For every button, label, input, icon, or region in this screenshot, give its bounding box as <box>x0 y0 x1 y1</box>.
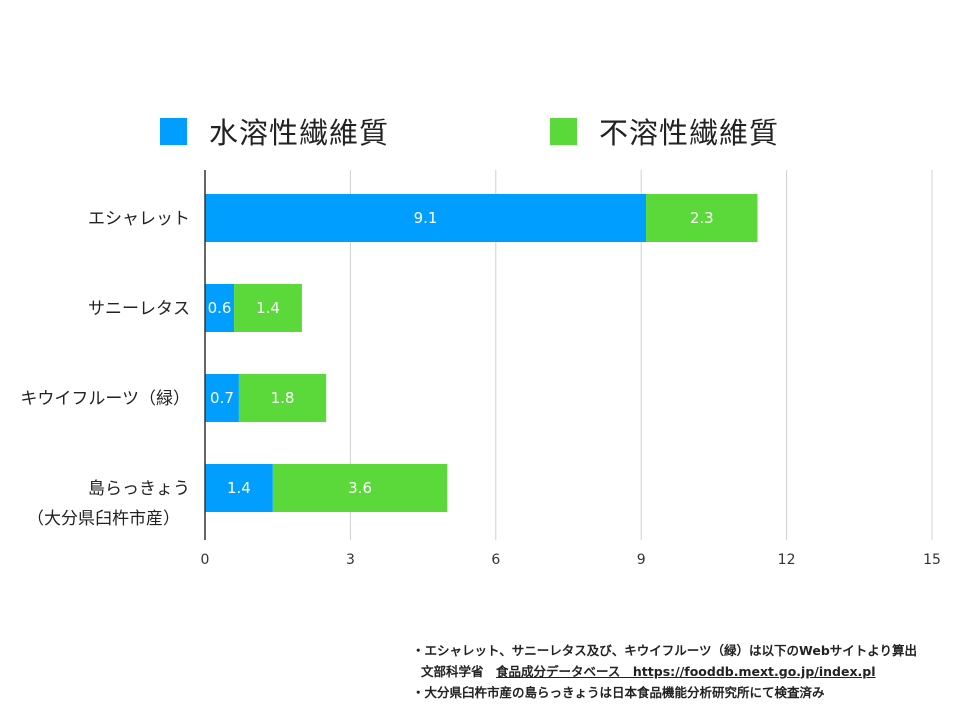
legend-swatch-soluble <box>160 117 187 145</box>
x-axis-ticks: 0 3 6 9 12 15 <box>201 552 941 568</box>
category-sublabel-3: （大分県臼杵市産） <box>27 509 180 529</box>
bar-1-series-0 <box>205 284 235 332</box>
database-link[interactable]: 食品成分データベース https://fooddb.mext.go.jp/ind… <box>496 664 876 679</box>
tick-label-9: 9 <box>637 552 646 568</box>
value-label-3-series-0: 1.4 <box>227 479 251 497</box>
bar-1-series-1 <box>234 284 302 332</box>
note-2: 文部科学省 食品成分データベース https://fooddb.mext.go.… <box>412 661 917 682</box>
note-2-prefix: 文部科学省 <box>421 664 497 679</box>
legend-label-insoluble: 不溶性繊維質 <box>599 116 780 150</box>
value-label-3-series-1: 3.6 <box>348 479 372 497</box>
bar-0-series-1 <box>646 194 758 242</box>
legend-swatch-insoluble <box>550 117 577 145</box>
tick-label-15: 15 <box>923 552 941 568</box>
bars: 9.1 2.3 0.6 1.4 0.7 1.8 1.4 3.6 <box>205 194 758 512</box>
note-3: ・大分県臼杵市産の島らっきょうは日本食品機能分析研究所にて検査済み <box>412 685 825 700</box>
value-label-2-series-1: 1.8 <box>271 389 295 407</box>
value-label-1-series-0: 0.6 <box>208 299 232 317</box>
category-label-2: キウイフルーツ（緑） <box>20 389 190 409</box>
legend: 水溶性繊維質 不溶性繊維質 <box>160 110 860 160</box>
tick-label-6: 6 <box>491 552 500 568</box>
value-label-2-series-0: 0.7 <box>210 389 234 407</box>
legend-label-soluble: 水溶性繊維質 <box>209 116 390 150</box>
category-label-0: エシャレット <box>88 209 190 229</box>
legend-item-soluble: 水溶性繊維質 <box>160 110 389 152</box>
bar-3-series-0 <box>205 464 273 512</box>
category-label-3: 島らっきょう <box>88 479 190 499</box>
note-1: ・エシャレット、サニーレタス及び、キウイフルーツ（緑）は以下のWebサイトより算… <box>412 643 918 658</box>
legend-item-insoluble: 不溶性繊維質 <box>550 110 779 152</box>
tick-label-3: 3 <box>346 552 355 568</box>
tick-label-0: 0 <box>201 552 210 568</box>
bar-2-series-0 <box>205 374 239 422</box>
value-label-0-series-0: 9.1 <box>414 209 438 227</box>
tick-label-12: 12 <box>778 552 796 568</box>
bar-2-series-1 <box>238 374 327 422</box>
source-notes: ・エシャレット、サニーレタス及び、キウイフルーツ（緑）は以下のWebサイトより算… <box>412 640 917 703</box>
bar-0-series-0 <box>205 194 647 242</box>
value-label-1-series-1: 1.4 <box>256 299 280 317</box>
value-label-0-series-1: 2.3 <box>690 209 714 227</box>
category-label-1: サニーレタス <box>88 299 190 319</box>
bar-3-series-1 <box>272 464 448 512</box>
